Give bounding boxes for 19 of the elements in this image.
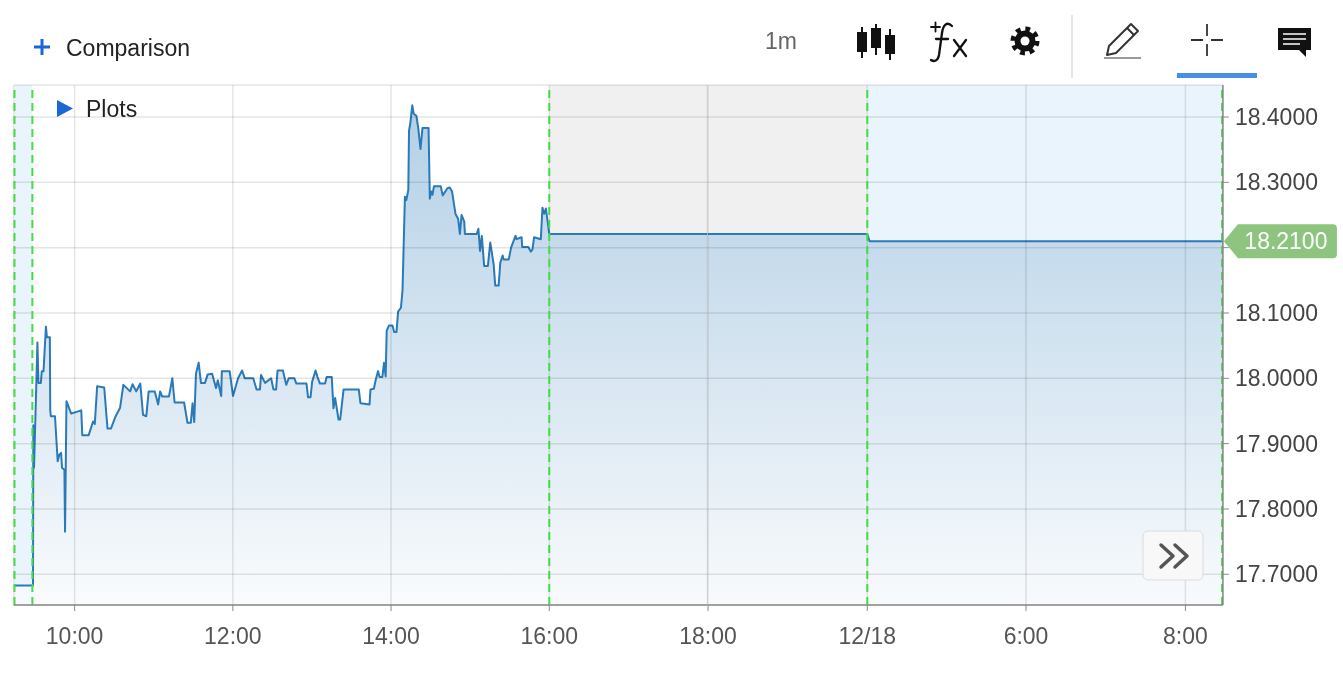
y-tick-label: 17.7000 xyxy=(1234,561,1319,588)
y-tick-label: 18.4000 xyxy=(1234,104,1319,131)
annotation: Plots xyxy=(86,96,138,122)
x-tick-label: 10:00 xyxy=(45,623,104,650)
x-tick-label: 14:00 xyxy=(362,623,420,650)
x-tick-label: 18:00 xyxy=(678,623,737,650)
y-tick-label: 17.9000 xyxy=(1234,430,1319,457)
y-tick-label: 18.3000 xyxy=(1234,169,1319,196)
x-tick-label: 12/18 xyxy=(838,623,896,650)
x-tick-label: 8:00 xyxy=(1163,623,1208,650)
x-tick-label: 12:00 xyxy=(204,623,262,650)
text: 18.2100 xyxy=(1244,228,1328,255)
text: Comparison xyxy=(66,35,190,61)
y-tick-label: 17.8000 xyxy=(1234,496,1319,523)
y-tick-label: 18.0000 xyxy=(1234,365,1319,392)
x-tick-label: 16:00 xyxy=(520,623,579,650)
text: 1m xyxy=(765,28,797,54)
x-tick-label: 6:00 xyxy=(1003,623,1049,650)
y-tick-label: 18.1000 xyxy=(1234,300,1319,327)
